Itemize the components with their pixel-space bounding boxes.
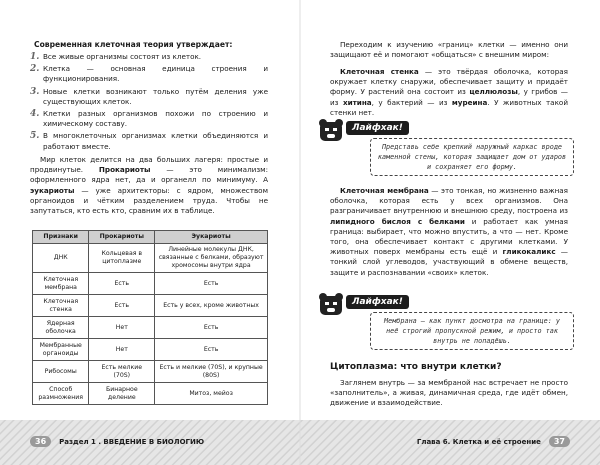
header-cell: Признаки — [31, 230, 90, 244]
bold-term: Клеточная мембрана — [340, 186, 429, 195]
table-cell: Митоз, мейоз — [154, 382, 268, 405]
bold-term: гликокаликс — [502, 247, 556, 257]
paragraph: Переходим к изучению «границ» клетки — и… — [330, 40, 568, 60]
list-text: Клетки разных организмов похожи по строе… — [43, 109, 268, 129]
lifehack: Лайфхак! Мембрана — как пункт досмотра н… — [318, 292, 578, 354]
lifehack: Лайфхак! Представь себе крепкий наружный… — [318, 118, 578, 180]
text-run: . У животных такой стенки нет. — [330, 97, 568, 117]
table-cell: Ядерная оболочка — [31, 316, 90, 339]
list-marker: 2. — [30, 64, 40, 75]
bold-term: липидного бислоя с белками — [330, 216, 465, 226]
header-row: Признаки Прокариоты Эукариоты — [31, 230, 268, 244]
list-item: 2. Клетка — основная единица строения и ф… — [30, 64, 268, 84]
table-cell: Мембранные органоиды — [31, 338, 90, 361]
table-cell: Клеточная мембрана — [31, 272, 90, 295]
text-run: — уже архитекторы: с ядром, множеством о… — [30, 185, 268, 216]
table-cell: Есть — [154, 272, 268, 295]
table-cell: Есть мелкие (70S) — [88, 360, 156, 383]
heading: Современная клеточная теория утверждает: — [34, 40, 233, 49]
text-run: , у бактерий — из — [371, 97, 452, 107]
lifehack-text: Представь себе крепкий наружный каркас в… — [370, 138, 574, 176]
table-row: ДНК Кольцевая в цитоплазме Линейные молеку… — [31, 243, 268, 273]
bold-term: целлюлозы — [469, 87, 518, 97]
section-title: Раздел 1 . ВВЕДЕНИЕ В БИОЛОГИЮ — [59, 437, 205, 446]
table-row: Клеточная мембрана Есть Есть — [31, 272, 268, 295]
list-text: Все живые организмы состоят из клеток. — [43, 52, 202, 61]
list-item: 5. В многоклеточных организмах клетки объ… — [30, 131, 268, 151]
text-run: и работает как умная граница: выбирает, … — [330, 216, 569, 257]
list-marker: 1. — [30, 52, 40, 62]
page-number: 37 — [548, 436, 570, 447]
bold-term: муреина — [451, 97, 488, 107]
bold-term: Прокариоты — [98, 165, 151, 175]
list-marker: 4. — [30, 109, 40, 120]
lifehack-text: Мембрана — как пункт досмотра на границе… — [370, 312, 574, 350]
list-marker: 5. — [30, 131, 40, 142]
bear-icon — [319, 119, 343, 141]
footer: 36 Раздел 1 . ВВЕДЕНИЕ В БИОЛОГИЮ — [30, 436, 204, 447]
table-row: Клеточная стенка Есть Есть у всех, кроме ж… — [31, 294, 268, 317]
table-cell: Кольцевая в цитоплазме — [88, 243, 156, 273]
list-item: 1. Все живые организмы состоят из клеток. — [30, 52, 268, 62]
bold-term: эукариоты — [30, 185, 75, 195]
paragraph: Заглянем внутрь — за мембраной нас встре… — [330, 378, 568, 409]
text-run: Переходим к изучению «границ» клетки — и… — [330, 40, 568, 60]
table-cell: Линейные молекулы ДНК, связанные с белка… — [154, 243, 268, 273]
table-cell: ДНК — [31, 243, 90, 273]
table-cell: Есть и мелкие (70S), и крупные (80S) — [154, 360, 268, 383]
text-run: Заглянем внутрь — за мембраной нас встре… — [330, 378, 568, 408]
table-row: Способ размножения Бинарное деление Митоз,… — [31, 382, 268, 405]
chapter-title: Глава 6. Клетка и её строение — [416, 437, 541, 446]
header-cell: Эукариоты — [154, 230, 268, 244]
paragraph: Клеточная мембрана — это тонкая, но жизн… — [330, 186, 568, 278]
page-number: 36 — [30, 436, 52, 447]
table-cell: Нет — [88, 316, 156, 339]
lifehack-label: Лайфхак! — [346, 295, 409, 309]
footer: Глава 6. Клетка и её строение 37 — [417, 436, 570, 447]
table-cell: Есть — [154, 316, 268, 339]
paragraph: Клеточная стенка — это твёрдая оболочка,… — [330, 67, 568, 118]
list-text: Новые клетки возникают только путём деле… — [43, 86, 268, 106]
list-marker: 3. — [30, 86, 40, 97]
theory-list: 1. Все живые организмы состоят из клеток.… — [30, 52, 268, 154]
heading: Цитоплазма: что внутри клетки? — [330, 362, 502, 372]
text-run: — это тонкая, но жизненно важная оболочк… — [330, 186, 568, 216]
table-cell: Есть — [88, 272, 156, 295]
table-row: Мембранные органоиды Нет Есть — [31, 338, 268, 361]
header-cell: Прокариоты — [88, 230, 156, 244]
paragraph: Мир клеток делится на два больших лагеря… — [30, 155, 268, 216]
table-cell: Есть у всех, кроме животных — [154, 294, 268, 317]
text-run: , у грибов — из — [330, 87, 568, 107]
bold-term: хитина — [342, 97, 372, 107]
lifehack-label: Лайфхак! — [346, 121, 409, 135]
table-row: Ядерная оболочка Нет Есть — [31, 316, 268, 339]
list-text: В многоклеточных организмах клетки объед… — [43, 131, 268, 151]
table-cell: Рибосомы — [31, 360, 90, 383]
text-run: — тонкий слой углеводов, участвующий в о… — [330, 247, 568, 277]
table-cell: Бинарное деление — [88, 382, 156, 405]
table-row: Рибосомы Есть мелкие (70S) Есть и мелкие (… — [31, 360, 268, 383]
bold-term: Клеточная стенка — [340, 67, 419, 76]
text-run: — это минимализм: оформленного ядра нет,… — [30, 165, 268, 185]
text-run: — это твёрдая оболочка, которая окружает… — [330, 67, 568, 97]
table-cell: Способ размножения — [31, 382, 90, 405]
list-text: Клетка — основная единица строения и фун… — [43, 64, 268, 84]
comparison-table: Признаки Прокариоты Эукариоты ДНК Кольцевая … — [31, 230, 268, 405]
list-item: 4. Клетки разных организмов похожи по стр… — [30, 109, 268, 129]
text-run: Мир клеток делится на два больших лагеря… — [30, 155, 268, 175]
table-cell: Клеточная стенка — [31, 294, 90, 317]
bear-icon — [319, 293, 343, 315]
list-item: 3. Новые клетки возникают только путём де… — [30, 87, 268, 107]
table-cell: Нет — [88, 338, 156, 361]
table-cell: Есть — [154, 338, 268, 361]
table-cell: Есть — [88, 294, 156, 317]
